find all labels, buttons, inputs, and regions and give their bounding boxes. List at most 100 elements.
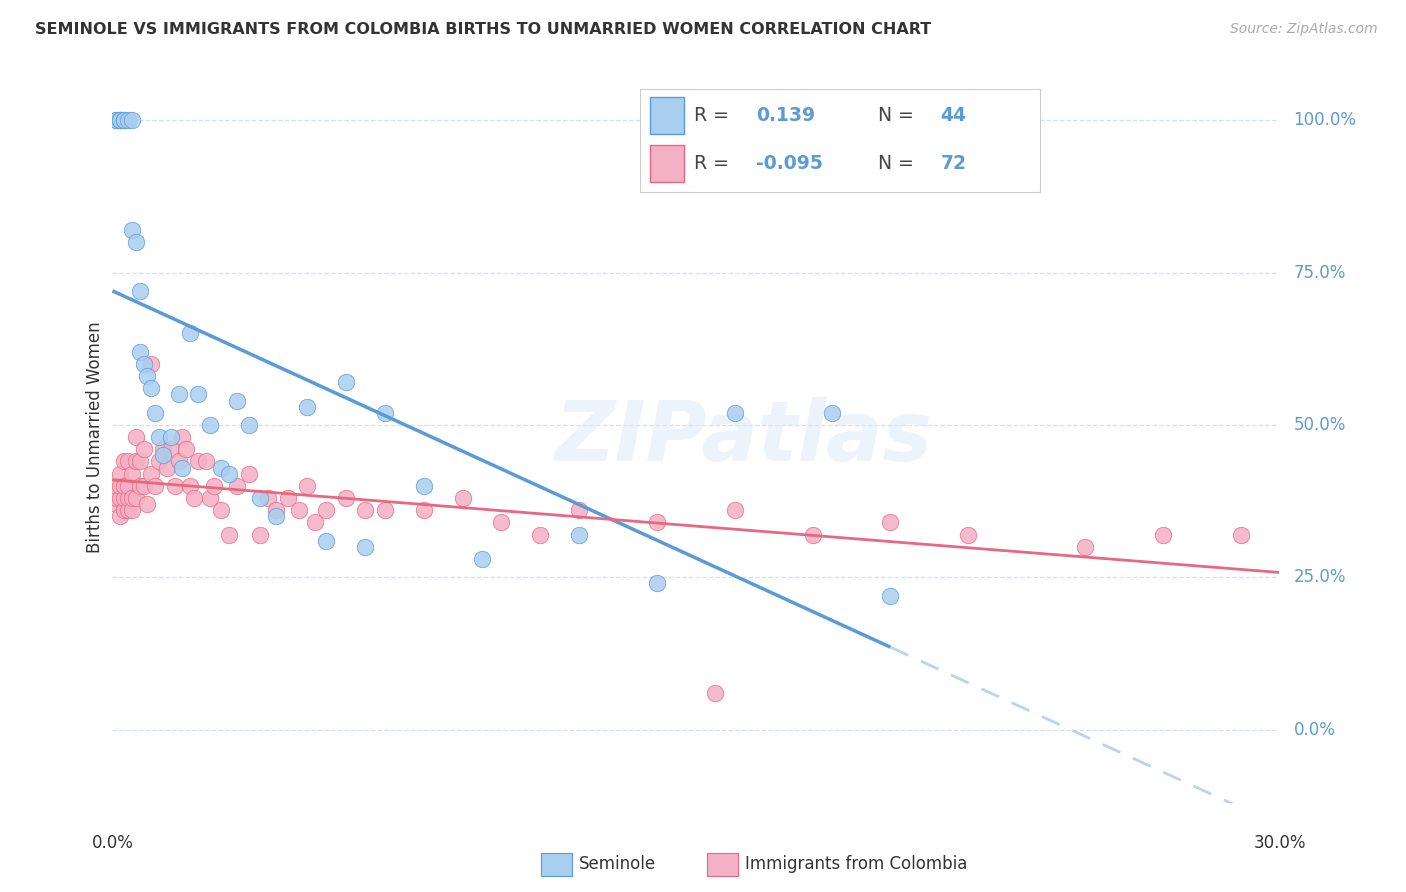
Point — [141, 357, 163, 371]
Point — [218, 467, 240, 481]
Point — [226, 479, 249, 493]
Text: Seminole: Seminole — [579, 855, 657, 873]
Text: 0.0%: 0.0% — [91, 834, 134, 852]
Point — [148, 430, 170, 444]
Point — [132, 479, 155, 493]
Point — [156, 460, 179, 475]
Point — [160, 442, 183, 457]
Text: 0.0%: 0.0% — [1294, 721, 1336, 739]
Point — [105, 113, 128, 128]
Point — [374, 503, 396, 517]
Point — [160, 430, 183, 444]
Text: 44: 44 — [941, 106, 966, 126]
Point — [110, 467, 132, 481]
Point — [117, 113, 139, 128]
Point — [187, 387, 209, 401]
Point — [112, 491, 135, 505]
Point — [315, 533, 337, 548]
Point — [645, 576, 668, 591]
Point — [121, 491, 143, 505]
Point — [105, 479, 128, 493]
Point — [172, 460, 194, 475]
Point — [1229, 527, 1251, 541]
Point — [724, 503, 747, 517]
Point — [148, 454, 170, 468]
FancyBboxPatch shape — [650, 145, 683, 181]
Point — [264, 509, 287, 524]
Point — [412, 479, 434, 493]
Text: ZIPatlas: ZIPatlas — [554, 397, 932, 477]
Point — [335, 491, 357, 505]
Point — [179, 326, 201, 341]
Point — [335, 376, 357, 390]
Point — [264, 503, 287, 517]
Point — [183, 491, 205, 505]
Point — [117, 503, 139, 517]
Point — [141, 381, 163, 395]
Point — [110, 509, 132, 524]
Text: 100.0%: 100.0% — [1294, 112, 1357, 129]
Point — [295, 400, 318, 414]
Point — [821, 406, 844, 420]
Point — [354, 503, 377, 517]
Point — [112, 113, 135, 128]
Text: 30.0%: 30.0% — [1253, 834, 1306, 852]
Point — [110, 113, 132, 128]
Point — [141, 467, 163, 481]
Point — [374, 406, 396, 420]
Point — [801, 527, 824, 541]
Point — [152, 449, 174, 463]
Point — [117, 491, 139, 505]
Point — [198, 491, 221, 505]
Point — [198, 417, 221, 432]
Point — [568, 527, 591, 541]
Point — [112, 479, 135, 493]
Point — [125, 491, 148, 505]
Text: R =: R = — [693, 153, 728, 172]
Point — [568, 503, 591, 517]
Point — [125, 235, 148, 249]
Point — [125, 454, 148, 468]
Point — [105, 491, 128, 505]
Point — [172, 430, 194, 444]
Text: 25.0%: 25.0% — [1294, 568, 1346, 586]
Point — [187, 454, 209, 468]
Point — [136, 497, 159, 511]
Point — [110, 113, 132, 128]
Point — [704, 686, 727, 700]
Point — [202, 479, 225, 493]
Point — [128, 454, 150, 468]
Point — [304, 516, 326, 530]
Point — [226, 393, 249, 408]
FancyBboxPatch shape — [650, 97, 683, 135]
Point — [105, 497, 128, 511]
Point — [105, 113, 128, 128]
Text: 0.139: 0.139 — [756, 106, 815, 126]
Point — [354, 540, 377, 554]
Point — [179, 479, 201, 493]
Point — [112, 454, 135, 468]
Point — [117, 479, 139, 493]
Point — [132, 442, 155, 457]
Point — [238, 417, 260, 432]
Point — [724, 406, 747, 420]
Point — [110, 113, 132, 128]
Text: SEMINOLE VS IMMIGRANTS FROM COLOMBIA BIRTHS TO UNMARRIED WOMEN CORRELATION CHART: SEMINOLE VS IMMIGRANTS FROM COLOMBIA BIR… — [35, 22, 931, 37]
Point — [128, 344, 150, 359]
Point — [194, 454, 217, 468]
Point — [218, 527, 240, 541]
Point — [315, 503, 337, 517]
Point — [238, 467, 260, 481]
Point — [176, 442, 198, 457]
Y-axis label: Births to Unmarried Women: Births to Unmarried Women — [86, 321, 104, 553]
Point — [110, 479, 132, 493]
Point — [491, 516, 513, 530]
Point — [288, 503, 311, 517]
Text: -0.095: -0.095 — [756, 153, 823, 172]
Point — [112, 503, 135, 517]
Point — [143, 406, 166, 420]
Point — [121, 223, 143, 237]
Point — [412, 503, 434, 517]
Point — [143, 479, 166, 493]
Point — [257, 491, 280, 505]
